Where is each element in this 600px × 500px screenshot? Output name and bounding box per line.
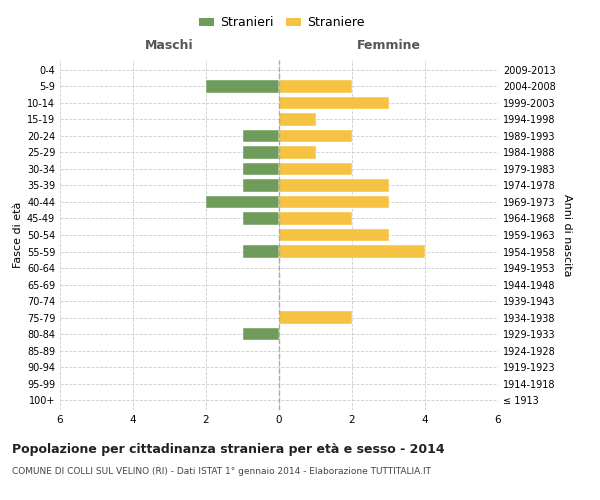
Bar <box>242 163 279 175</box>
Text: Femmine: Femmine <box>356 38 421 52</box>
Bar <box>279 180 389 192</box>
Bar <box>279 130 352 142</box>
Bar <box>242 246 279 258</box>
Bar <box>279 229 389 241</box>
Bar <box>242 146 279 158</box>
Bar <box>279 80 352 92</box>
Bar <box>242 180 279 192</box>
Bar <box>206 196 279 208</box>
Bar <box>279 146 316 158</box>
Y-axis label: Anni di nascita: Anni di nascita <box>562 194 572 276</box>
Legend: Stranieri, Straniere: Stranieri, Straniere <box>194 11 370 34</box>
Y-axis label: Fasce di età: Fasce di età <box>13 202 23 268</box>
Bar <box>279 212 352 224</box>
Bar <box>279 96 389 109</box>
Bar <box>279 196 389 208</box>
Bar <box>279 163 352 175</box>
Text: Maschi: Maschi <box>145 38 194 52</box>
Bar <box>242 328 279 340</box>
Text: COMUNE DI COLLI SUL VELINO (RI) - Dati ISTAT 1° gennaio 2014 - Elaborazione TUTT: COMUNE DI COLLI SUL VELINO (RI) - Dati I… <box>12 468 431 476</box>
Bar <box>242 130 279 142</box>
Bar <box>279 246 425 258</box>
Bar <box>206 80 279 92</box>
Text: Popolazione per cittadinanza straniera per età e sesso - 2014: Popolazione per cittadinanza straniera p… <box>12 442 445 456</box>
Bar <box>279 312 352 324</box>
Bar <box>279 113 316 126</box>
Bar <box>242 212 279 224</box>
